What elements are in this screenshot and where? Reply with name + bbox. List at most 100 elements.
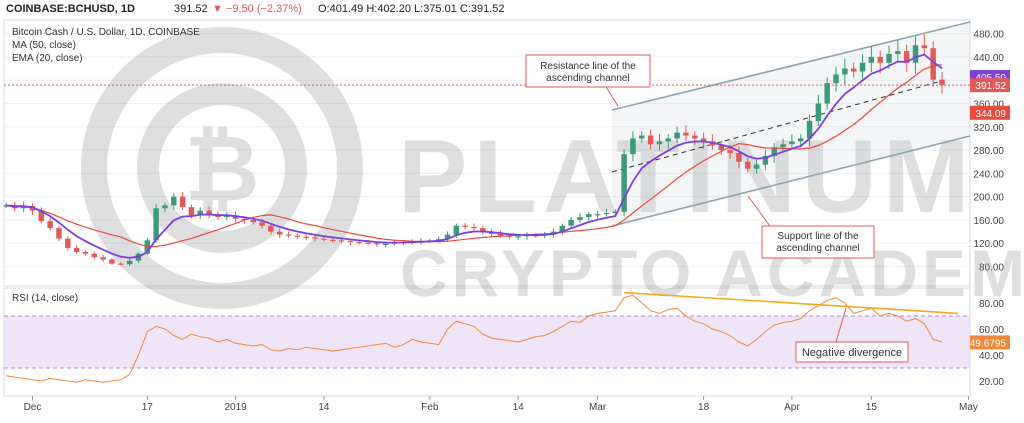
x-tick-label: Apr: [784, 402, 800, 413]
candle-body: [895, 51, 901, 55]
candle-body: [797, 138, 804, 142]
candle-body: [753, 164, 760, 169]
candle-body: [515, 236, 521, 238]
annotation-support-line2: ascending channel: [776, 243, 859, 254]
candle-body: [656, 141, 663, 145]
candle-body: [665, 138, 672, 142]
candle-body: [188, 207, 195, 216]
candle-body: [568, 219, 574, 226]
candle-body: [603, 212, 610, 215]
candle-body: [91, 253, 98, 258]
candle-body: [824, 83, 830, 104]
watermark-logo-inner: [137, 83, 307, 253]
candle-body: [250, 219, 256, 223]
candle-body: [647, 135, 654, 145]
candle-body: [56, 228, 62, 239]
header-change: ▼ −9.50 (−2.37%): [212, 3, 302, 15]
candle-body: [859, 62, 866, 72]
watermark-line1: PLATINUM: [398, 119, 976, 235]
annotation-resistance-line1: Resistance line of the: [540, 61, 636, 72]
candle-body: [294, 235, 301, 237]
x-tick-label: Feb: [421, 402, 439, 413]
candle-body: [577, 217, 583, 220]
annotation-support-box: [761, 225, 875, 259]
rsi-tick-label: 80.00: [979, 299, 1004, 310]
x-tick-label: Dec: [24, 402, 42, 413]
candle-body: [559, 225, 566, 232]
legend-ma: MA (50, close): [12, 40, 76, 51]
candle-body: [674, 132, 680, 139]
rsi-value-tag: 49.6795: [970, 338, 1007, 349]
rsi-indicator: [5, 291, 959, 383]
candle-body: [329, 239, 336, 241]
legend-title: Bitcoin Cash / U.S. Dollar, 1D, COINBASE: [12, 27, 200, 38]
candle-body: [930, 48, 936, 80]
candle-body: [480, 228, 486, 232]
candle-body: [621, 154, 627, 212]
rsi-line: [5, 294, 943, 383]
watermark-logo-glyph: ₿: [185, 118, 260, 220]
resistance-line[interactable]: [611, 21, 971, 111]
chart-header: COINBASE:BCHUSD, 1D 391.52 ▼ −9.50 (−2.3…: [6, 3, 505, 15]
candle-body: [744, 161, 751, 169]
candle-body: [73, 247, 80, 252]
candle-body: [639, 135, 645, 139]
annotation-resistance-line2: ascending channel: [546, 73, 629, 84]
candle-body: [815, 103, 822, 121]
candle-body: [224, 215, 230, 218]
ma50-line: [5, 64, 943, 248]
candle-body: [118, 263, 124, 265]
candle-body: [347, 240, 354, 243]
candle-body: [126, 260, 133, 265]
candle-body: [497, 233, 504, 236]
legend-ema: EMA (20, close): [12, 53, 83, 64]
annotation-resistance-box: [525, 54, 651, 88]
candle-body: [374, 243, 380, 245]
rsi-legend: RSI (14, close): [12, 293, 78, 304]
candle-body: [886, 54, 892, 63]
candle-body: [268, 225, 274, 232]
symbol-label: COINBASE:BCHUSD, 1D: [6, 3, 135, 15]
candle-body: [82, 251, 89, 254]
price-tick-label: 480.00: [973, 30, 1004, 41]
annotation-resistance: Resistance line of the ascending channel: [525, 54, 651, 107]
annotation-support-pointer: [747, 195, 771, 227]
candle-body: [700, 138, 707, 142]
candle-body: [912, 45, 919, 63]
price-tick-label: 80.00: [979, 263, 1004, 274]
candle-body: [259, 222, 265, 226]
candle-body: [444, 234, 451, 240]
candle-body: [338, 240, 345, 242]
chart-legend: Bitcoin Cash / U.S. Dollar, 1D, COINBASE…: [12, 27, 200, 304]
candle-body: [285, 234, 292, 236]
channel-midline: [611, 81, 939, 173]
candle-body: [736, 153, 742, 162]
candle-body: [197, 210, 204, 216]
candle-body: [586, 214, 592, 218]
candle-body: [727, 150, 733, 153]
annotation-support: Support line of the ascending channel: [747, 195, 875, 259]
candle-body: [47, 221, 53, 229]
candle-body: [171, 196, 177, 206]
candle-body: [206, 210, 212, 215]
x-tick-label: 14: [513, 402, 525, 413]
price-tick-label: 280.00: [973, 146, 1004, 157]
x-tick-label: 15: [866, 402, 878, 413]
candle-body: [365, 242, 371, 244]
candle-body: [850, 68, 857, 72]
candle-body: [718, 145, 724, 151]
candle-body: [762, 155, 769, 165]
rsi-value-tag-bg: [970, 335, 1010, 350]
price-tick-label: 360.00: [973, 100, 1004, 111]
annotation-divergence: Negative divergence: [795, 307, 909, 363]
candle-body: [162, 205, 168, 209]
support-line[interactable]: [611, 135, 971, 227]
x-tick-label: 14: [318, 402, 330, 413]
candle-body: [38, 210, 45, 222]
annotation-divergence-pointer: [835, 307, 847, 343]
candle-body: [868, 56, 875, 63]
candle-body: [780, 144, 786, 148]
candle-body: [471, 226, 477, 229]
x-tick-label: 17: [142, 402, 154, 413]
